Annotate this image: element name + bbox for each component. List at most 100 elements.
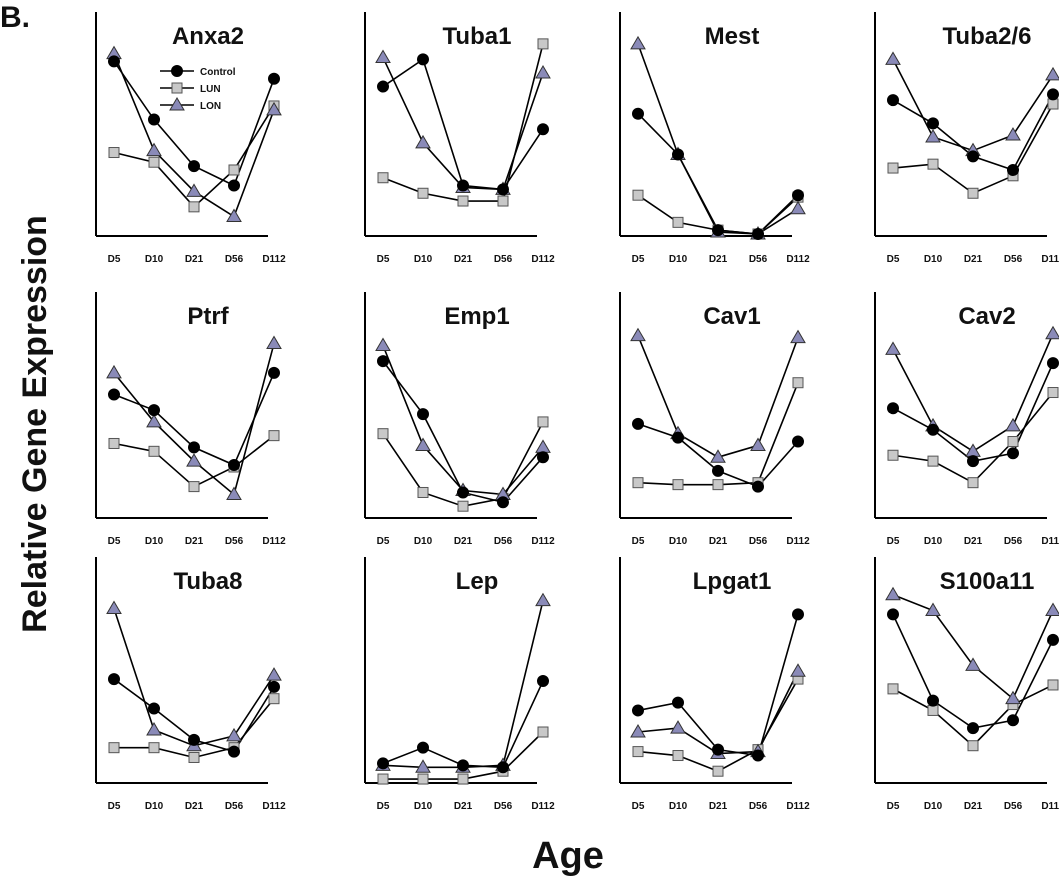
x-tick-label: D21	[709, 254, 728, 265]
series-line-lon	[892, 59, 1054, 152]
panel-title: Cav1	[703, 303, 760, 330]
point-lon	[710, 449, 726, 463]
series-line-lun	[892, 392, 1054, 484]
point-lon	[1045, 602, 1059, 616]
point-lon	[965, 443, 981, 457]
x-tick-label: D21	[964, 536, 983, 547]
point-control	[1047, 633, 1059, 646]
point-control	[1047, 357, 1059, 370]
x-tick-label: D21	[185, 801, 204, 812]
point-lon	[630, 724, 646, 738]
point-lon	[146, 142, 162, 157]
point-lon	[790, 329, 806, 344]
point-control	[417, 408, 429, 421]
x-tick-label: D112	[531, 801, 555, 812]
point-lun	[712, 765, 724, 777]
point-lun	[672, 216, 684, 228]
x-tick-label: D21	[185, 254, 204, 265]
x-tick-label: D5	[887, 254, 900, 265]
point-lun	[417, 187, 429, 199]
point-lun	[108, 437, 120, 449]
x-tick-label: D56	[225, 536, 244, 547]
x-tick-label: D21	[454, 254, 473, 265]
x-tick-label: D56	[225, 801, 244, 812]
point-lun	[967, 477, 979, 489]
point-lon	[790, 200, 806, 215]
point-control	[457, 486, 469, 499]
series-line-lon	[382, 57, 544, 191]
x-tick-label: D56	[225, 254, 244, 265]
chart-panel-cav1: Cav1 D5 D10 D21 D56 D112	[619, 292, 810, 547]
point-control	[417, 741, 429, 754]
series-line-lon	[382, 345, 544, 496]
point-lun	[1047, 387, 1059, 399]
x-tick-label: D5	[377, 254, 390, 265]
x-tick-label: D10	[145, 254, 164, 265]
point-control	[497, 496, 509, 509]
x-tick-label: D112	[531, 254, 555, 265]
point-lon	[1005, 417, 1021, 432]
series-line-lon	[892, 594, 1054, 700]
x-tick-label: D10	[924, 536, 943, 547]
x-tick-label: D21	[964, 254, 983, 265]
point-lun	[417, 773, 429, 785]
point-lon	[630, 35, 646, 50]
point-control	[268, 72, 280, 85]
x-tick-label: D5	[108, 536, 121, 547]
point-lun	[537, 38, 549, 50]
point-control	[1047, 88, 1059, 101]
x-tick-label: D5	[887, 801, 900, 812]
legend-marker-lun	[171, 82, 183, 94]
point-lon	[106, 600, 122, 615]
point-lon	[535, 592, 551, 607]
series-line-lon	[892, 333, 1054, 453]
point-control	[1007, 714, 1019, 727]
x-tick-label: D10	[669, 801, 688, 812]
x-axis-title: Age	[532, 835, 604, 877]
point-lun	[672, 750, 684, 762]
chart-panel-emp1: Emp1 D5 D10 D21 D56 D112	[364, 292, 555, 547]
point-control	[1007, 163, 1019, 176]
x-tick-label: D5	[632, 254, 645, 265]
x-tick-label: D21	[964, 801, 983, 812]
point-lon	[226, 486, 242, 500]
point-lon	[1045, 66, 1059, 81]
x-tick-label: D112	[262, 254, 286, 265]
series-line-control	[892, 614, 1054, 729]
x-tick-label: D5	[108, 801, 121, 812]
panel-title: Emp1	[444, 303, 509, 330]
x-tick-label: D10	[145, 536, 164, 547]
point-lon	[266, 335, 282, 350]
point-control	[712, 224, 724, 237]
x-tick-label: D112	[786, 254, 810, 265]
chart-panel-anxa2: Anxa2 D5 D10 D21 D56 D112 Control LUN LON	[95, 12, 286, 265]
point-lon	[226, 727, 242, 742]
point-control	[417, 53, 429, 66]
point-lon	[146, 413, 162, 428]
legend-label: LON	[200, 101, 221, 112]
x-tick-label: D56	[749, 254, 768, 265]
point-control	[927, 694, 939, 707]
legend-marker-control	[171, 65, 183, 77]
chart-panel-tuba2-6: Tuba2/6 D5 D10 D21 D56 D112	[874, 12, 1059, 265]
chart-panel-s100a11: S100a11 D5 D10 D21 D56 D112	[874, 557, 1059, 812]
point-control	[228, 459, 240, 472]
point-lun	[188, 201, 200, 213]
x-tick-label: D5	[377, 801, 390, 812]
x-tick-label: D21	[185, 536, 204, 547]
series-line-lon	[382, 600, 544, 769]
point-control	[108, 388, 120, 401]
legend-marker-lon	[169, 97, 185, 111]
point-lun	[712, 479, 724, 491]
x-tick-label: D56	[1004, 536, 1023, 547]
x-tick-label: D10	[414, 801, 433, 812]
point-control	[537, 123, 549, 136]
panel-letter: B.	[0, 1, 30, 34]
point-lon	[1045, 325, 1059, 340]
x-tick-label: D10	[145, 801, 164, 812]
point-lon	[885, 51, 901, 65]
point-control	[148, 113, 160, 126]
point-lun	[537, 726, 549, 738]
point-control	[497, 183, 509, 196]
point-lon	[1005, 690, 1021, 705]
